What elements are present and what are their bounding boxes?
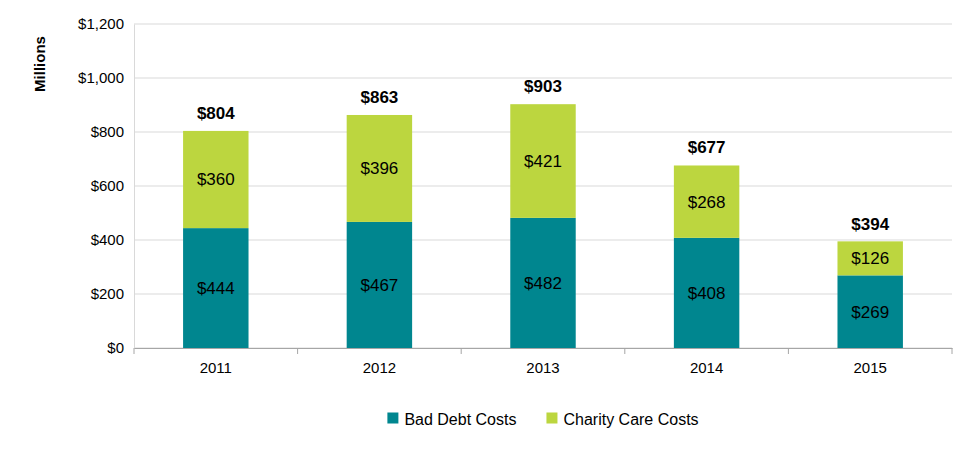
grid — [134, 24, 952, 348]
series — [183, 218, 903, 348]
x-tick: 2011 — [200, 348, 232, 376]
x-tick: 2015 — [854, 348, 887, 376]
x-separator — [788, 348, 789, 354]
x-tick-label: 2012 — [363, 359, 396, 376]
data-label: $408 — [688, 284, 726, 303]
data-label: $126 — [851, 249, 889, 268]
y-axis-title: Millions — [31, 36, 48, 92]
bar — [837, 241, 902, 275]
bar — [183, 131, 248, 228]
y-tick-label: $600 — [91, 177, 124, 194]
x-separator — [952, 348, 953, 354]
bar — [347, 222, 412, 348]
x-axis-line — [135, 348, 953, 349]
legend-swatch — [387, 413, 398, 424]
x-tick-label: 2011 — [200, 359, 232, 376]
data-label: $360 — [197, 170, 235, 189]
y-tick: $800 — [91, 123, 134, 140]
y-tick-label: $800 — [91, 123, 124, 140]
legend-item: Bad Debt Costs — [387, 411, 516, 428]
bar — [347, 115, 412, 222]
y-tick-label: $200 — [91, 285, 124, 302]
y-axis: $0 $200 $400 $600 $800 $1,000 $1,200 — [78, 15, 134, 356]
y-tick: $1,000 — [78, 69, 134, 86]
y-tick: $1,200 — [78, 15, 134, 32]
x-tick: 2012 — [363, 348, 396, 376]
y-tick: $600 — [91, 177, 134, 194]
bar — [510, 218, 575, 348]
x-separator — [461, 348, 462, 354]
chart: $0$200$400$600$800$1,000$1,200$444$467$4… — [0, 0, 975, 451]
plot: $0$200$400$600$800$1,000$1,200$444$467$4… — [78, 15, 952, 375]
bar — [674, 238, 739, 348]
data-label: $268 — [688, 193, 726, 212]
data-label: $421 — [524, 152, 562, 171]
x-tick-label: 2014 — [690, 359, 723, 376]
total-label: $903 — [524, 77, 562, 96]
legend-swatch — [546, 413, 557, 424]
x-tick-label: 2013 — [526, 359, 559, 376]
legend-label: Bad Debt Costs — [404, 411, 516, 428]
x-separator — [134, 348, 135, 354]
y-tick-label: $1,200 — [78, 15, 124, 32]
grid-line — [134, 24, 952, 25]
bar — [510, 104, 575, 218]
total-label: $394 — [851, 215, 889, 234]
x-separator — [297, 348, 298, 354]
x-axis: 2011 2012 2013 2014 2015 — [134, 348, 953, 376]
y-tick-label: $0 — [107, 339, 124, 356]
total-label: $677 — [688, 138, 726, 157]
series — [183, 104, 903, 275]
bar — [837, 275, 902, 348]
data-label: $396 — [360, 159, 398, 178]
data-labels: $444 $467 $482 $408 $269 $360 $396 $421 $268 $126… — [197, 77, 890, 321]
data-label: $482 — [524, 274, 562, 293]
total-label: $804 — [197, 104, 235, 123]
x-tick-label: 2015 — [854, 359, 887, 376]
data-label: $467 — [360, 276, 398, 295]
data-label: $269 — [851, 303, 889, 322]
legend-label: Charity Care Costs — [563, 411, 698, 428]
y-tick-label: $400 — [91, 231, 124, 248]
bar — [674, 165, 739, 237]
bars — [183, 104, 903, 348]
y-tick: $0 — [107, 339, 134, 356]
total-label: $863 — [360, 88, 398, 107]
bar — [183, 228, 248, 348]
x-separators — [134, 348, 952, 354]
x-separator — [624, 348, 625, 354]
x-tick: 2013 — [526, 348, 559, 376]
y-tick-label: $1,000 — [78, 69, 124, 86]
y-axis-line — [134, 25, 135, 349]
x-tick: 2014 — [690, 348, 723, 376]
legend-item: Charity Care Costs — [546, 411, 698, 428]
legend: Bad Debt Costs Charity Care Costs — [387, 411, 698, 428]
data-label: $444 — [197, 279, 235, 298]
y-tick: $400 — [91, 231, 134, 248]
y-tick: $200 — [91, 285, 134, 302]
